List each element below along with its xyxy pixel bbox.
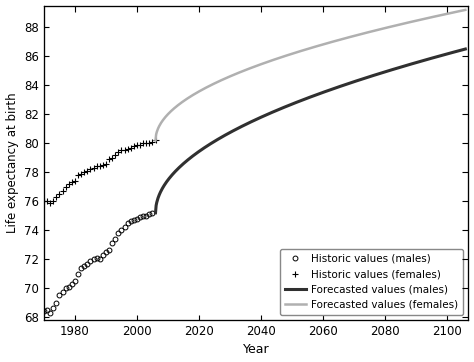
Historic values (females) [91,166,96,170]
Historic values (females) [125,147,130,151]
Historic values (males) [66,285,72,289]
Historic values (males) [47,311,53,315]
Historic values (males) [54,300,59,305]
Historic values (females) [66,182,72,186]
Line: Historic values (females): Historic values (females) [38,137,159,207]
Historic values (females) [153,138,158,143]
Historic values (females) [54,195,59,199]
Historic values (females) [56,192,62,196]
Historic values (males) [140,214,146,218]
Historic values (males) [128,219,134,224]
Historic values (females) [78,172,84,176]
Historic values (females) [112,153,118,157]
Historic values (females) [134,143,140,147]
Line: Forecasted values (females): Forecasted values (females) [155,10,465,140]
Historic values (males) [109,241,115,245]
Historic values (males) [88,258,93,263]
Y-axis label: Life expectancy at birth: Life expectancy at birth [6,92,18,233]
Forecasted values (females) [455,9,461,14]
X-axis label: Year: Year [243,344,270,357]
Historic values (males) [38,312,44,316]
Historic values (males) [116,231,121,235]
Historic values (males) [84,261,90,266]
Historic values (males) [134,216,140,221]
Forecasted values (males) [301,97,307,101]
Historic values (females) [122,148,128,153]
Historic values (males) [50,306,56,311]
Historic values (males) [72,279,78,283]
Historic values (males) [69,282,75,286]
Forecasted values (females) [463,8,468,12]
Forecasted values (males) [153,211,158,215]
Line: Forecasted values (males): Forecasted values (males) [155,49,465,213]
Historic values (males) [56,293,62,298]
Historic values (females) [44,199,50,203]
Historic values (males) [143,214,149,218]
Forecasted values (males) [463,47,468,51]
Historic values (females) [38,202,44,206]
Historic values (females) [150,140,155,144]
Historic values (males) [112,237,118,241]
Historic values (females) [82,170,87,174]
Forecasted values (females) [320,42,326,47]
Forecasted values (females) [300,48,306,52]
Historic values (males) [106,248,112,253]
Historic values (females) [116,150,121,154]
Historic values (males) [131,218,137,222]
Historic values (females) [131,144,137,148]
Historic values (females) [109,156,115,160]
Historic values (males) [41,309,47,313]
Forecasted values (females) [153,138,158,143]
Forecasted values (males) [407,62,412,67]
Historic values (females) [47,201,53,205]
Historic values (males) [100,253,106,257]
Historic values (males) [97,257,102,261]
Forecasted values (males) [320,90,326,94]
Historic values (females) [137,143,143,147]
Historic values (females) [60,189,65,193]
Historic values (females) [88,167,93,172]
Historic values (males) [78,266,84,270]
Historic values (females) [50,199,56,203]
Forecasted values (females) [337,38,343,42]
Historic values (females) [97,164,102,169]
Forecasted values (males) [300,98,306,102]
Historic values (females) [103,161,109,166]
Historic values (males) [103,250,109,254]
Historic values (females) [106,157,112,161]
Historic values (females) [72,179,78,183]
Forecasted values (males) [455,49,461,53]
Historic values (males) [146,212,152,216]
Historic values (females) [146,141,152,146]
Historic values (females) [118,148,124,153]
Historic values (males) [122,225,128,230]
Historic values (males) [75,272,81,276]
Historic values (males) [125,221,130,225]
Historic values (females) [63,185,69,189]
Historic values (females) [143,141,149,146]
Historic values (males) [44,308,50,312]
Historic values (males) [137,215,143,219]
Forecasted values (females) [301,48,307,52]
Historic values (males) [60,290,65,295]
Historic values (females) [128,146,134,150]
Historic values (males) [82,264,87,269]
Historic values (females) [140,141,146,146]
Historic values (males) [63,286,69,290]
Forecasted values (females) [407,20,412,24]
Historic values (females) [69,180,75,185]
Historic values (females) [84,169,90,173]
Historic values (females) [75,173,81,177]
Historic values (females) [41,199,47,203]
Historic values (males) [91,257,96,261]
Legend: Historic values (males), Historic values (females), Forecasted values (males), F: Historic values (males), Historic values… [280,249,463,315]
Historic values (males) [150,211,155,215]
Historic values (males) [118,228,124,232]
Forecasted values (males) [337,84,343,89]
Historic values (females) [94,164,100,169]
Historic values (males) [94,256,100,260]
Historic values (females) [100,163,106,167]
Line: Historic values (males): Historic values (males) [38,210,155,317]
